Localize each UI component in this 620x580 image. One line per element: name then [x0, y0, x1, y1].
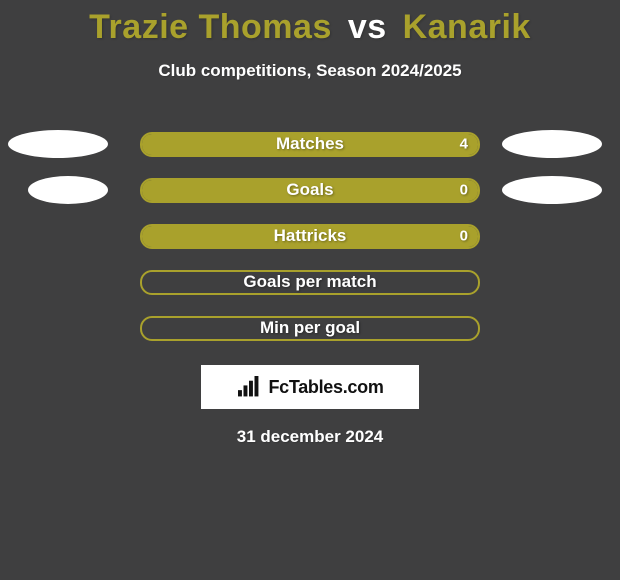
footer-date: 31 december 2024 [0, 427, 620, 447]
stat-bar: Goals per match [140, 270, 480, 295]
right-ellipse [502, 130, 602, 158]
stat-bar: Hattricks 0 [140, 224, 480, 249]
stat-row: Matches 4 [0, 121, 620, 167]
footer-badge: FcTables.com [201, 365, 419, 409]
stat-row: Goals 0 [0, 167, 620, 213]
stat-label: Matches [276, 134, 344, 154]
stat-row: Goals per match [0, 259, 620, 305]
left-ellipse [28, 176, 108, 204]
subtitle: Club competitions, Season 2024/2025 [0, 61, 620, 81]
stat-row: Hattricks 0 [0, 213, 620, 259]
stat-label: Goals [286, 180, 333, 200]
stat-label: Goals per match [243, 272, 376, 292]
stat-row: Min per goal [0, 305, 620, 351]
stat-value: 0 [460, 182, 468, 199]
stat-value: 4 [460, 136, 468, 153]
stat-label: Hattricks [274, 226, 347, 246]
stat-bar: Min per goal [140, 316, 480, 341]
title: Trazie Thomas vs Kanarik [0, 0, 620, 47]
footer-brand-text: FcTables.com [268, 377, 383, 398]
right-ellipse [502, 176, 602, 204]
stats-list: Matches 4 Goals 0 Hattricks 0 Goals per match M… [0, 121, 620, 351]
comparison-card: Trazie Thomas vs Kanarik Club competitio… [0, 0, 620, 580]
stat-bar: Goals 0 [140, 178, 480, 203]
stat-value: 0 [460, 228, 468, 245]
stat-bar: Matches 4 [140, 132, 480, 157]
title-player2: Kanarik [403, 8, 531, 46]
left-ellipse [8, 130, 108, 158]
title-player1: Trazie Thomas [89, 8, 332, 46]
title-vs: vs [348, 8, 387, 46]
stat-label: Min per goal [260, 318, 360, 338]
bars-logo-icon [236, 376, 262, 398]
